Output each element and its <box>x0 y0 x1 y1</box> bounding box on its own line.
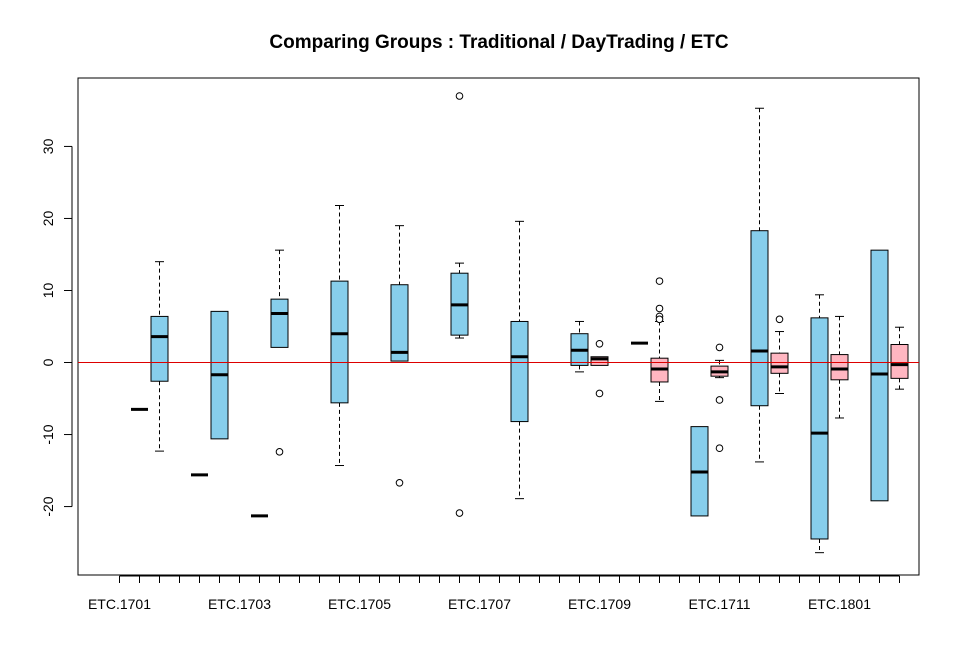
box-group <box>770 315 789 394</box>
x-axis: ETC.1701 ETC.1703 ETC.1705 ETC.1707 ETC.1709… <box>88 575 900 612</box>
outlier-point <box>775 315 784 324</box>
box-group <box>690 426 709 517</box>
box-body <box>150 315 169 382</box>
y-tick-label: -20 <box>40 496 56 516</box>
box-group <box>590 339 609 398</box>
box-group <box>810 294 829 554</box>
outlier-point <box>595 389 604 398</box>
outlier-point <box>655 304 664 313</box>
box-body <box>270 298 289 348</box>
outlier-point <box>655 315 664 324</box>
outlier-point <box>455 509 464 517</box>
box-group <box>750 107 769 463</box>
outlier-point <box>455 92 464 100</box>
box-body <box>830 354 849 381</box>
outlier-point <box>715 396 724 404</box>
x-tick-label: ETC.1703 <box>208 596 271 612</box>
box-group <box>150 261 169 452</box>
box-body <box>750 230 769 407</box>
box-group <box>710 343 729 453</box>
outlier-point <box>595 339 604 348</box>
box-group <box>650 277 669 402</box>
outlier-point <box>715 444 724 453</box>
box-group <box>510 220 529 500</box>
box-group <box>210 310 229 440</box>
outlier-point <box>275 448 284 456</box>
box-body <box>590 356 609 366</box>
x-tick-label: ETC.1705 <box>328 596 391 612</box>
box-group <box>330 204 349 467</box>
outlier-point <box>715 343 724 352</box>
y-tick-label: 10 <box>40 282 56 298</box>
x-tick-label: ETC.1801 <box>808 596 871 612</box>
chart-title: Comparing Groups : Traditional / DayTrad… <box>269 32 728 53</box>
box-group <box>390 225 409 487</box>
x-tick-label: ETC.1701 <box>88 596 151 612</box>
y-tick-label: -10 <box>40 424 56 444</box>
y-tick-label: 20 <box>40 210 56 226</box>
y-tick-label: 30 <box>40 138 56 154</box>
box-group <box>890 326 909 390</box>
box-body <box>330 280 349 404</box>
box-body <box>810 317 829 540</box>
box-body <box>890 344 909 379</box>
x-tick-label: ETC.1709 <box>568 596 631 612</box>
x-tick-label: ETC.1711 <box>689 596 751 612</box>
box-group <box>570 320 589 373</box>
box-body <box>770 352 789 374</box>
box-group <box>870 249 889 502</box>
outlier-point <box>395 479 404 487</box>
outlier-point <box>655 277 664 285</box>
box-group <box>450 92 469 517</box>
box-body <box>510 320 529 423</box>
y-tick-label: 0 <box>40 358 56 366</box>
box-group <box>270 249 289 456</box>
boxes-layer <box>131 92 909 554</box>
plot-frame <box>77 77 920 576</box>
box-group <box>830 315 849 419</box>
x-tick-label: ETC.1707 <box>448 596 511 612</box>
y-axis: -20 -10 0 10 20 30 <box>40 138 73 517</box>
box-body <box>390 284 409 362</box>
